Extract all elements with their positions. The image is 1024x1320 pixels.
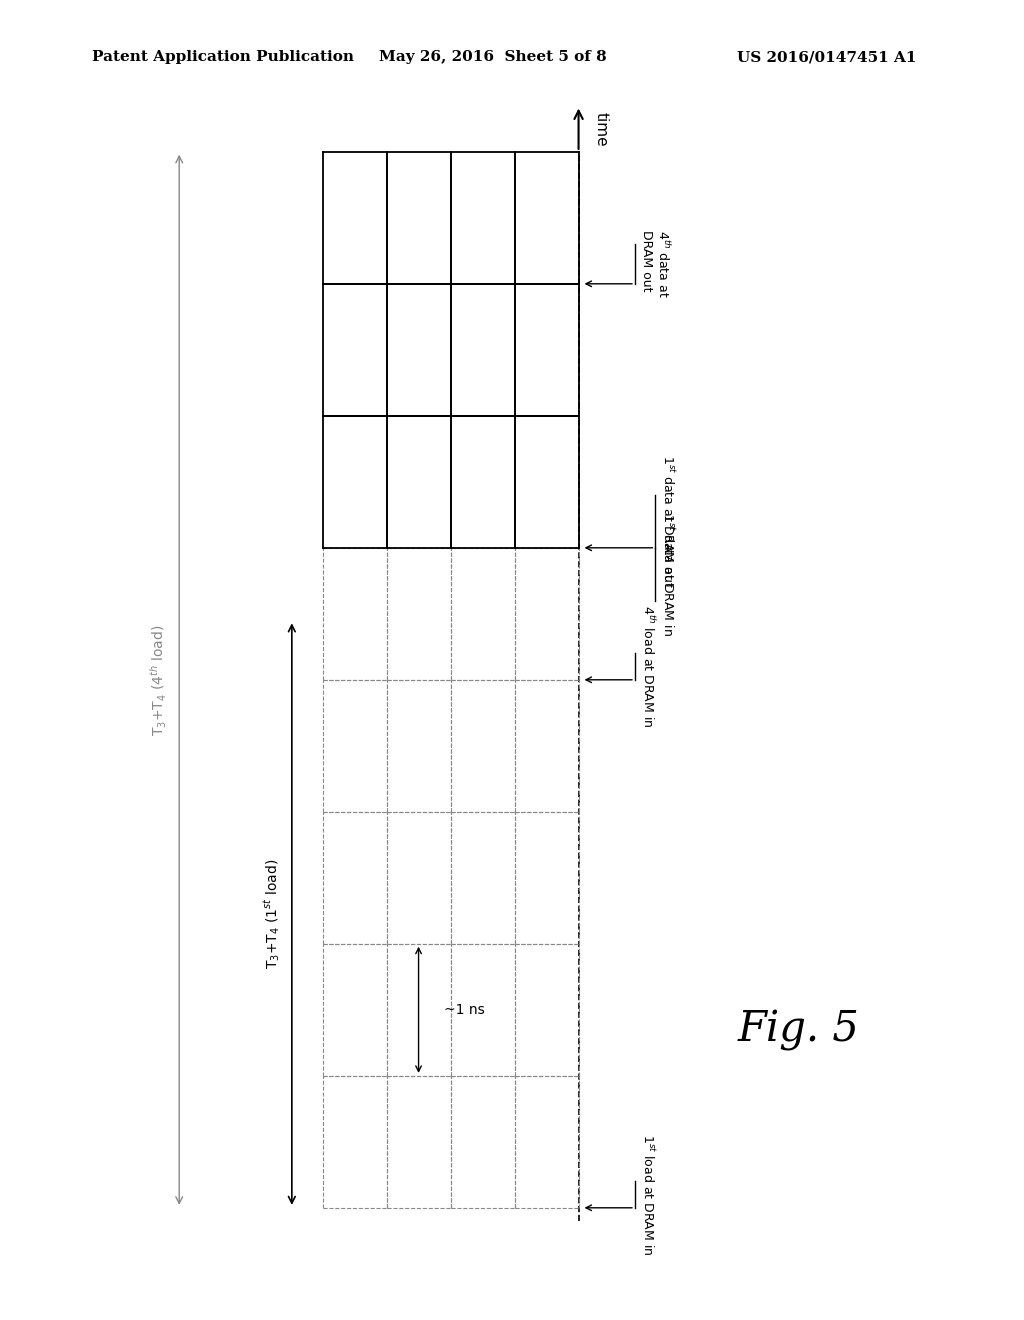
Text: time: time (594, 112, 609, 147)
Text: ~1 ns: ~1 ns (444, 1003, 485, 1016)
Text: T$_3$+T$_4$ (1$^{st}$ load): T$_3$+T$_4$ (1$^{st}$ load) (261, 859, 282, 969)
Text: Fig. 5: Fig. 5 (737, 1008, 860, 1051)
Text: US 2016/0147451 A1: US 2016/0147451 A1 (737, 50, 916, 65)
Text: 1$^{st}$ load at DRAM in: 1$^{st}$ load at DRAM in (640, 1134, 655, 1255)
Text: Patent Application Publication: Patent Application Publication (92, 50, 354, 65)
Text: 4$^{th}$ data at
DRAM out: 4$^{th}$ data at DRAM out (640, 230, 671, 298)
Text: 4$^{th}$ load at DRAM in: 4$^{th}$ load at DRAM in (640, 606, 656, 727)
Text: May 26, 2016  Sheet 5 of 8: May 26, 2016 Sheet 5 of 8 (379, 50, 606, 65)
Text: 1$^{st}$ data at DRAM in: 1$^{st}$ data at DRAM in (660, 512, 676, 636)
Text: 1$^{st}$ data at DRAM out: 1$^{st}$ data at DRAM out (660, 455, 676, 587)
Text: T$_3$+T$_4$ (4$^{th}$ load): T$_3$+T$_4$ (4$^{th}$ load) (148, 624, 169, 735)
